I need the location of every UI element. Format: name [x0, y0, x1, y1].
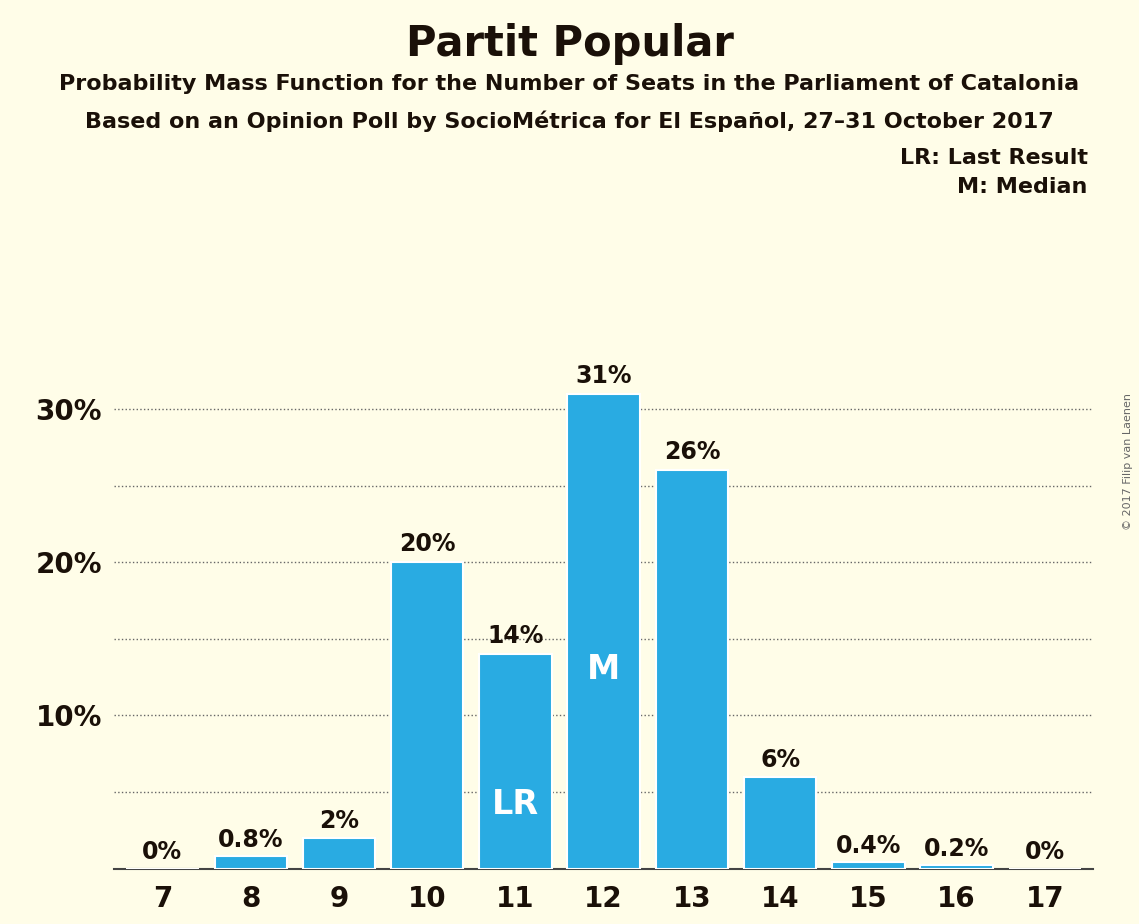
- Text: 0%: 0%: [142, 840, 182, 864]
- Text: M: M: [587, 652, 621, 686]
- Text: 6%: 6%: [760, 748, 801, 772]
- Bar: [214, 857, 287, 869]
- Text: LR: Last Result: LR: Last Result: [900, 148, 1088, 168]
- Bar: [480, 654, 551, 869]
- Bar: [920, 866, 993, 869]
- Bar: [833, 862, 904, 869]
- Text: 0.4%: 0.4%: [836, 833, 901, 857]
- Text: 0.8%: 0.8%: [218, 828, 284, 852]
- Bar: [303, 838, 375, 869]
- Text: 26%: 26%: [664, 441, 720, 465]
- Text: M: Median: M: Median: [958, 177, 1088, 198]
- Text: 2%: 2%: [319, 809, 359, 833]
- Text: © 2017 Filip van Laenen: © 2017 Filip van Laenen: [1123, 394, 1133, 530]
- Text: 0%: 0%: [1025, 840, 1065, 864]
- Bar: [656, 470, 728, 869]
- Text: Probability Mass Function for the Number of Seats in the Parliament of Catalonia: Probability Mass Function for the Number…: [59, 74, 1080, 94]
- Bar: [744, 777, 817, 869]
- Text: Partit Popular: Partit Popular: [405, 23, 734, 65]
- Text: 31%: 31%: [575, 364, 632, 388]
- Text: Based on an Opinion Poll by SocioMétrica for El Español, 27–31 October 2017: Based on an Opinion Poll by SocioMétrica…: [85, 111, 1054, 132]
- Text: 14%: 14%: [487, 624, 543, 648]
- Text: LR: LR: [492, 788, 539, 821]
- Bar: [567, 394, 640, 869]
- Text: 0.2%: 0.2%: [924, 837, 990, 861]
- Bar: [391, 563, 464, 869]
- Text: 20%: 20%: [399, 532, 456, 556]
